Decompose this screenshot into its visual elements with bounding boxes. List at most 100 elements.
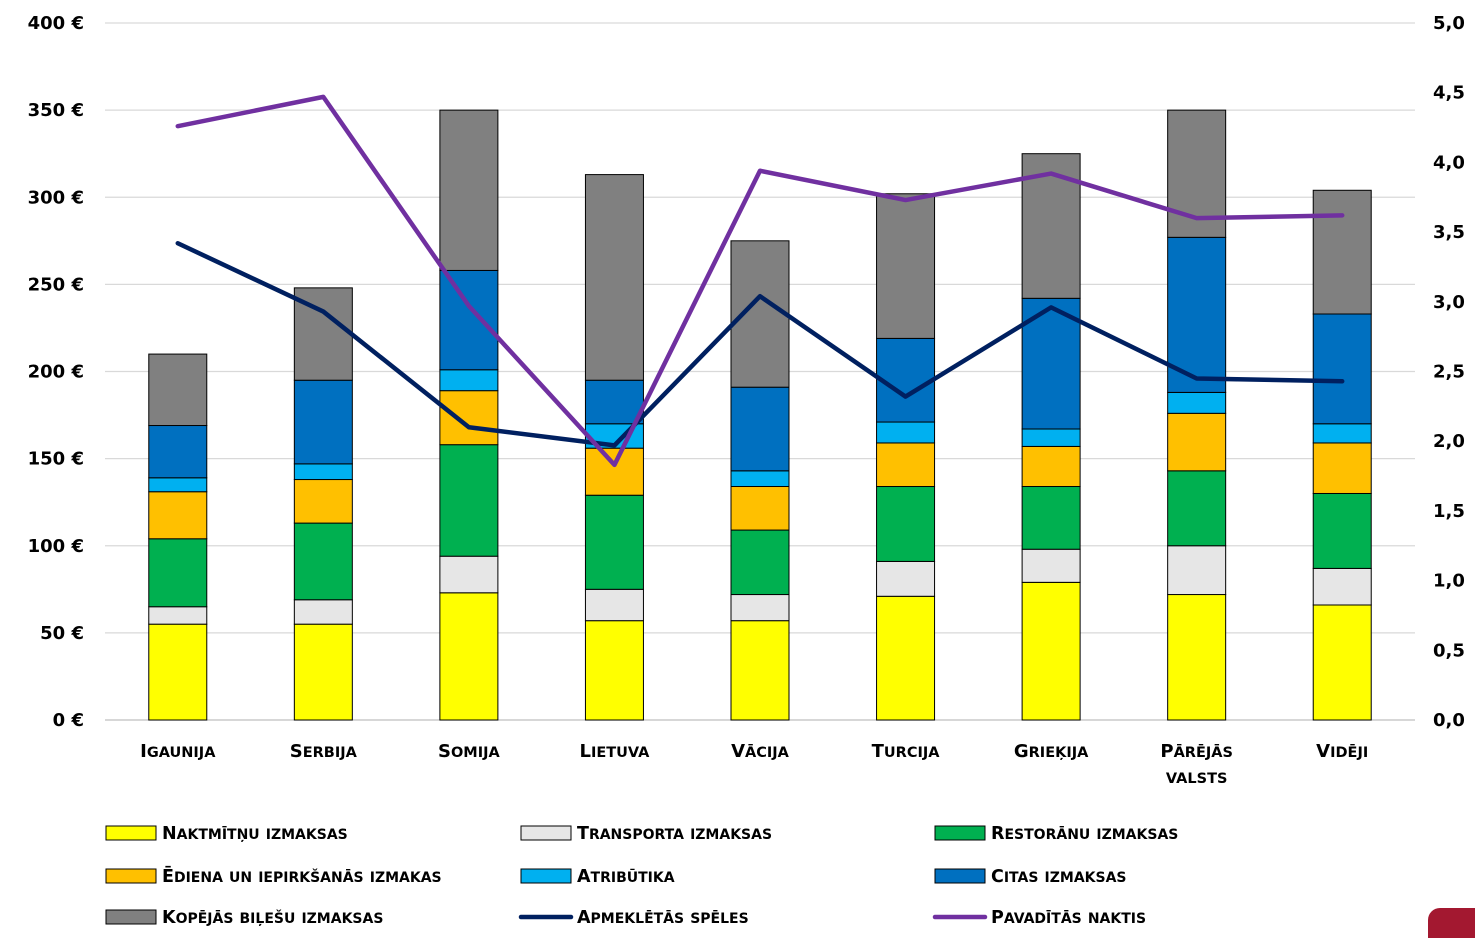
- legend-label: TRANSPORTA IZMAKSAS: [577, 824, 772, 844]
- bar-segment: [1167, 391, 1227, 414]
- legend-label: ĒDIENA UN IEPIRKŠANĀS IZMAKAS: [162, 866, 442, 887]
- bar-segment: [876, 595, 936, 721]
- right-tick-label: 1,5: [1433, 501, 1465, 522]
- bar-segment: [876, 560, 936, 597]
- bar-segment: [584, 494, 644, 590]
- bar-segment: [1167, 412, 1227, 472]
- category-label: TURCIJA: [872, 741, 941, 762]
- left-tick-label: 200 €: [28, 362, 84, 383]
- bar-segment: [584, 620, 644, 721]
- corner-badge: [1428, 908, 1475, 938]
- bar-segment: [439, 109, 499, 271]
- bar-segment: [876, 442, 936, 488]
- bar-segment: [876, 486, 936, 562]
- bar-segment: [584, 379, 644, 425]
- left-tick-label: 250 €: [28, 274, 84, 295]
- bar-segment: [439, 592, 499, 721]
- bar-segment: [148, 606, 208, 625]
- bar-segment: [1021, 486, 1081, 550]
- legend: NAKTMĪTŅU IZMAKSAS TRANSPORTA IZMAKSAS RES…: [105, 824, 1178, 927]
- bar-segment: [293, 599, 353, 625]
- left-tick-label: 0 €: [53, 710, 84, 731]
- bar-segment: [293, 522, 353, 601]
- bar-segment: [730, 620, 790, 721]
- bar-segment: [730, 594, 790, 622]
- right-tick-label: 5,0: [1433, 13, 1465, 34]
- bar-segment: [1312, 313, 1372, 425]
- category-label: VALSTS: [1166, 771, 1227, 787]
- category-label: PĀRĒJĀS: [1160, 741, 1233, 762]
- right-tick-label: 2,5: [1433, 362, 1465, 383]
- category-label: SOMIJA: [438, 741, 501, 762]
- category-label: GRIEĶIJA: [1014, 741, 1089, 762]
- right-tick-label: 3,5: [1433, 222, 1465, 243]
- bar-segment: [1167, 470, 1227, 547]
- series-line: [175, 241, 1345, 448]
- right-tick-label: 4,0: [1433, 152, 1465, 173]
- bar-segment: [148, 538, 208, 608]
- bar-segment: [1021, 548, 1081, 583]
- legend-swatch: [105, 868, 157, 884]
- bar-segment: [293, 479, 353, 524]
- bar-segment: [439, 369, 499, 392]
- legend-label: CITAS IZMAKSAS: [991, 867, 1127, 887]
- bar-segment: [1312, 604, 1372, 721]
- bar-segment: [876, 193, 936, 339]
- legend-swatch: [520, 825, 572, 841]
- bar-segment: [1312, 492, 1372, 569]
- legend-swatch: [934, 868, 986, 884]
- bar-segment: [293, 379, 353, 465]
- right-tick-label: 1,0: [1433, 571, 1465, 592]
- bar-segment: [439, 390, 499, 446]
- legend-label: RESTORĀNU IZMAKSAS: [991, 824, 1178, 844]
- right-tick-label: 2,0: [1433, 431, 1465, 452]
- left-tick-label: 150 €: [28, 449, 84, 470]
- bar-segment: [1312, 189, 1372, 315]
- left-tick-label: 350 €: [28, 100, 84, 121]
- bar-segment: [584, 174, 644, 381]
- bar-segment: [148, 477, 208, 493]
- bar-segment: [1312, 423, 1372, 444]
- bars: [148, 109, 1372, 721]
- bar-segment: [439, 555, 499, 594]
- bar-segment: [730, 486, 790, 531]
- bar-segment: [730, 386, 790, 472]
- bar-segment: [148, 623, 208, 721]
- right-tick-label: 4,5: [1433, 83, 1465, 104]
- bar-segment: [1312, 567, 1372, 606]
- category-label: VIDĒJI: [1316, 741, 1368, 762]
- left-tick-label: 300 €: [28, 187, 84, 208]
- right-tick-label: 0,5: [1433, 640, 1465, 661]
- series-line: [175, 94, 1345, 468]
- bar-segment: [148, 491, 208, 540]
- right-tick-label: 0,0: [1433, 710, 1465, 731]
- bar-segment: [876, 421, 936, 444]
- bar-segment: [1021, 581, 1081, 721]
- bar-segment: [293, 463, 353, 481]
- left-y-axis: 0 € 50 € 100 € 150 € 200 € 250 € 300 € 350 € 400…: [28, 13, 84, 731]
- bar-segment: [1021, 445, 1081, 488]
- legend-swatch: [520, 868, 572, 884]
- legend-swatch: [105, 825, 157, 841]
- left-tick-label: 400 €: [28, 13, 84, 34]
- lines: [175, 94, 1345, 468]
- bar-segment: [148, 425, 208, 479]
- bar-segment: [1167, 594, 1227, 721]
- x-axis: IGAUNIJA SERBIJA SOMIJA LIETUVA VĀCIJA TURCIJ…: [140, 741, 1368, 787]
- legend-label: KOPĒJĀS BIĻEŠU IZMAKSAS: [162, 908, 383, 927]
- category-label: LIETUVA: [579, 741, 650, 762]
- legend-label: PAVADĪTĀS NAKTIS: [991, 908, 1146, 927]
- bar-segment: [1167, 545, 1227, 596]
- bar-segment: [876, 337, 936, 423]
- bar-segment: [1021, 428, 1081, 447]
- legend-label: ATRIBŪTIKA: [577, 867, 675, 887]
- category-label: VĀCIJA: [731, 741, 790, 762]
- legend-label: APMEKLĒTĀS SPĒLES: [577, 908, 749, 927]
- bar-segment: [148, 353, 208, 427]
- legend-swatch: [105, 909, 157, 925]
- bar-segment: [584, 447, 644, 496]
- right-tick-label: 3,0: [1433, 292, 1465, 313]
- bar-segment: [293, 623, 353, 721]
- bar-segment: [439, 444, 499, 557]
